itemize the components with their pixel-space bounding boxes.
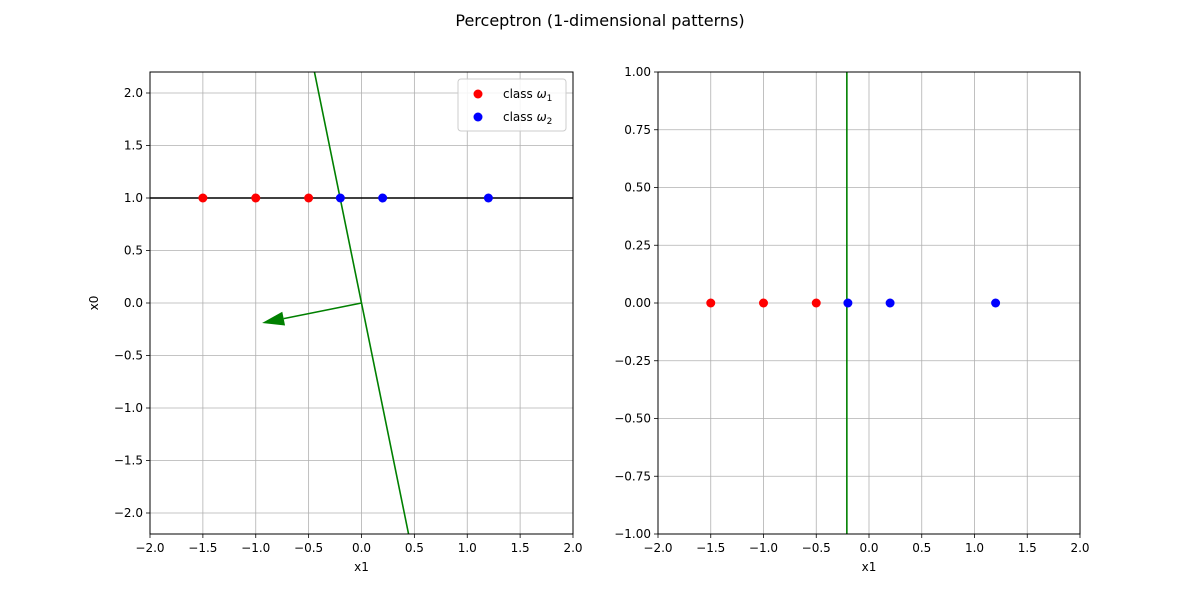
y-tick-label: −2.0 [114, 506, 143, 520]
y-tick-label: −1.0 [114, 401, 143, 415]
weight-vector-arrow [283, 302, 362, 320]
y-tick-label: 0.00 [624, 296, 651, 310]
y-tick-label: 2.0 [124, 86, 143, 100]
y-axis-label: x0 [87, 296, 101, 311]
y-tick-label: 0.75 [624, 123, 651, 137]
x-tick-label: 1.0 [965, 541, 984, 555]
y-tick-label: 0.5 [124, 244, 143, 258]
x-axis-label: x1 [354, 560, 369, 574]
legend-label-prefix: class [503, 110, 537, 124]
data-point-omega2 [335, 193, 345, 203]
legend-label-subscript: 1 [547, 94, 553, 104]
x-tick-label: 2.0 [563, 541, 582, 555]
data-point-omega2 [885, 298, 895, 308]
legend-label-prefix: class [503, 87, 537, 101]
y-tick-label: −1.00 [614, 527, 651, 541]
data-point-omega2 [378, 193, 388, 203]
y-tick-label: 0.25 [624, 238, 651, 252]
y-tick-label: −0.5 [114, 349, 143, 363]
data-point-omega1 [759, 298, 768, 308]
legend-marker [473, 112, 483, 122]
x-axis-label: x1 [862, 560, 877, 574]
plot-area [150, 72, 573, 534]
y-tick-label: −0.75 [614, 469, 651, 483]
axes-frame [657, 71, 1081, 535]
data-point-omega1 [706, 298, 716, 308]
right-subplot: −2.0 −1.5 −1.0 −0.5 0.0 0.5 1.0 1.5 2.0 −1.00 −0.7… [614, 65, 1089, 574]
y-tick-label: 0.0 [124, 296, 143, 310]
data-point-omega1 [251, 193, 261, 203]
x-tick-label: 0.5 [405, 541, 424, 555]
x-tick-label: −0.5 [802, 541, 831, 555]
y-tick-label: 1.00 [624, 65, 651, 79]
x-tick-label: −2.0 [135, 541, 164, 555]
x-tick-label: −0.5 [294, 541, 323, 555]
weight-vector-arrowhead [262, 311, 286, 326]
x-tick-label: −1.5 [696, 541, 725, 555]
x-tick-label: 1.0 [458, 541, 477, 555]
x-tick-label: 0.0 [352, 541, 371, 555]
legend-marker [473, 89, 483, 99]
legend-label: class ω2 [503, 110, 552, 127]
x-tick-label: 1.5 [511, 541, 530, 555]
y-tick-label: −0.25 [614, 354, 651, 368]
x-tick-label: 0.0 [859, 541, 878, 555]
legend-box [457, 78, 567, 132]
y-tick-label: 1.5 [124, 139, 143, 153]
y-tick-label: 0.50 [624, 181, 651, 195]
x-tick-label: 0.5 [912, 541, 931, 555]
data-point-omega2 [483, 193, 493, 203]
left-subplot: −2.0 −1.5 −1.0 −0.5 0.0 0.5 1.0 1.5 2.0 −2.0 −1.5 −… [87, 71, 583, 574]
legend-label-symbol: ω [537, 87, 547, 101]
axes-frame [149, 71, 574, 535]
plot-area [706, 72, 1001, 534]
x-tick-label: 1.5 [1018, 541, 1037, 555]
legend-label-symbol: ω [537, 110, 547, 124]
data-point-omega2 [991, 298, 1001, 308]
x-tick-label: −1.0 [749, 541, 778, 555]
data-point-omega1 [304, 193, 314, 203]
data-point-omega1 [198, 193, 208, 203]
y-tick-label: 1.0 [124, 191, 143, 205]
x-tick-label: −1.0 [241, 541, 270, 555]
figure-title: Perceptron (1-dimensional patterns) [455, 11, 744, 30]
data-point-omega1 [811, 298, 821, 308]
data-point-omega2 [843, 298, 853, 308]
x-tick-label: −1.5 [188, 541, 217, 555]
y-tick-label: −0.50 [614, 412, 651, 426]
legend-label: class ω1 [503, 87, 552, 104]
x-tick-label: 2.0 [1070, 541, 1089, 555]
legend-label-subscript: 2 [547, 117, 553, 127]
y-tick-label: −1.5 [114, 454, 143, 468]
x-tick-label: −2.0 [643, 541, 672, 555]
